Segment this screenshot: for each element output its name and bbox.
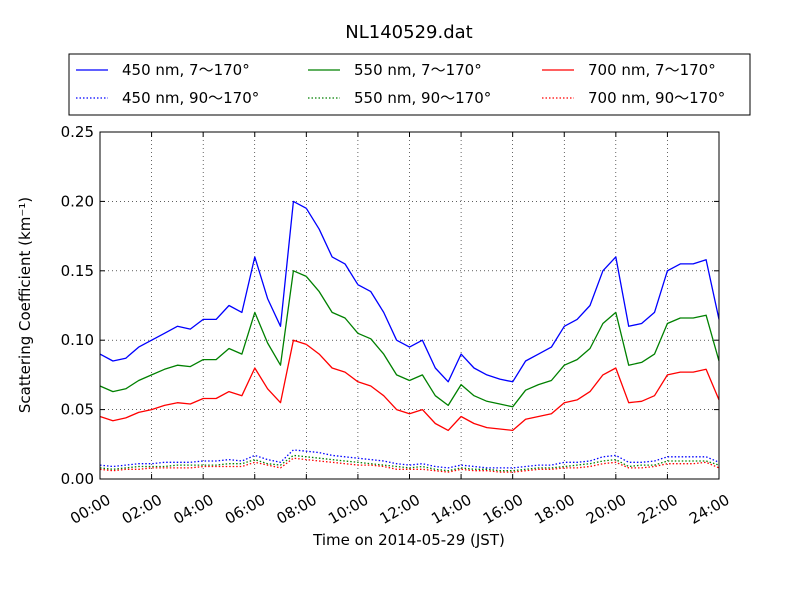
- chart-title: NL140529.dat: [345, 22, 472, 43]
- y-tick-label: 0.15: [61, 262, 94, 280]
- legend-label: 550 nm, 90～170°: [354, 89, 491, 107]
- y-tick-label: 0.20: [61, 192, 94, 210]
- legend-box: [68, 53, 751, 116]
- y-tick-label: 0.05: [61, 401, 94, 419]
- legend-label: 450 nm, 7～170°: [122, 61, 250, 79]
- y-tick-label: 0.10: [61, 331, 94, 349]
- x-axis-label: Time on 2014-05-29 (JST): [312, 531, 505, 549]
- legend: 450 nm, 7～170° 550 nm, 7～170° 700 nm, 7～17…: [68, 53, 751, 116]
- y-tick-label: 0.25: [61, 123, 94, 141]
- series-line-1: [99, 200, 720, 383]
- series-line-2: [99, 270, 720, 408]
- series-layer: [99, 200, 720, 473]
- y-axis-label: Scattering Coefficient (km⁻¹): [16, 197, 34, 413]
- legend-label: 450 nm, 90～170°: [122, 89, 259, 107]
- ticks: [99, 131, 720, 480]
- legend-label: 700 nm, 7～170°: [588, 61, 716, 79]
- legend-label: 550 nm, 7～170°: [354, 61, 482, 79]
- y-tick-labels: 0.00 0.05 0.10 0.15 0.20 0.25: [61, 123, 94, 488]
- series-line-6: [99, 457, 720, 473]
- legend-label: 700 nm, 90～170°: [588, 89, 725, 107]
- series-line-5: [99, 454, 720, 472]
- series-line-3: [99, 339, 720, 432]
- y-tick-label: 0.00: [61, 470, 94, 488]
